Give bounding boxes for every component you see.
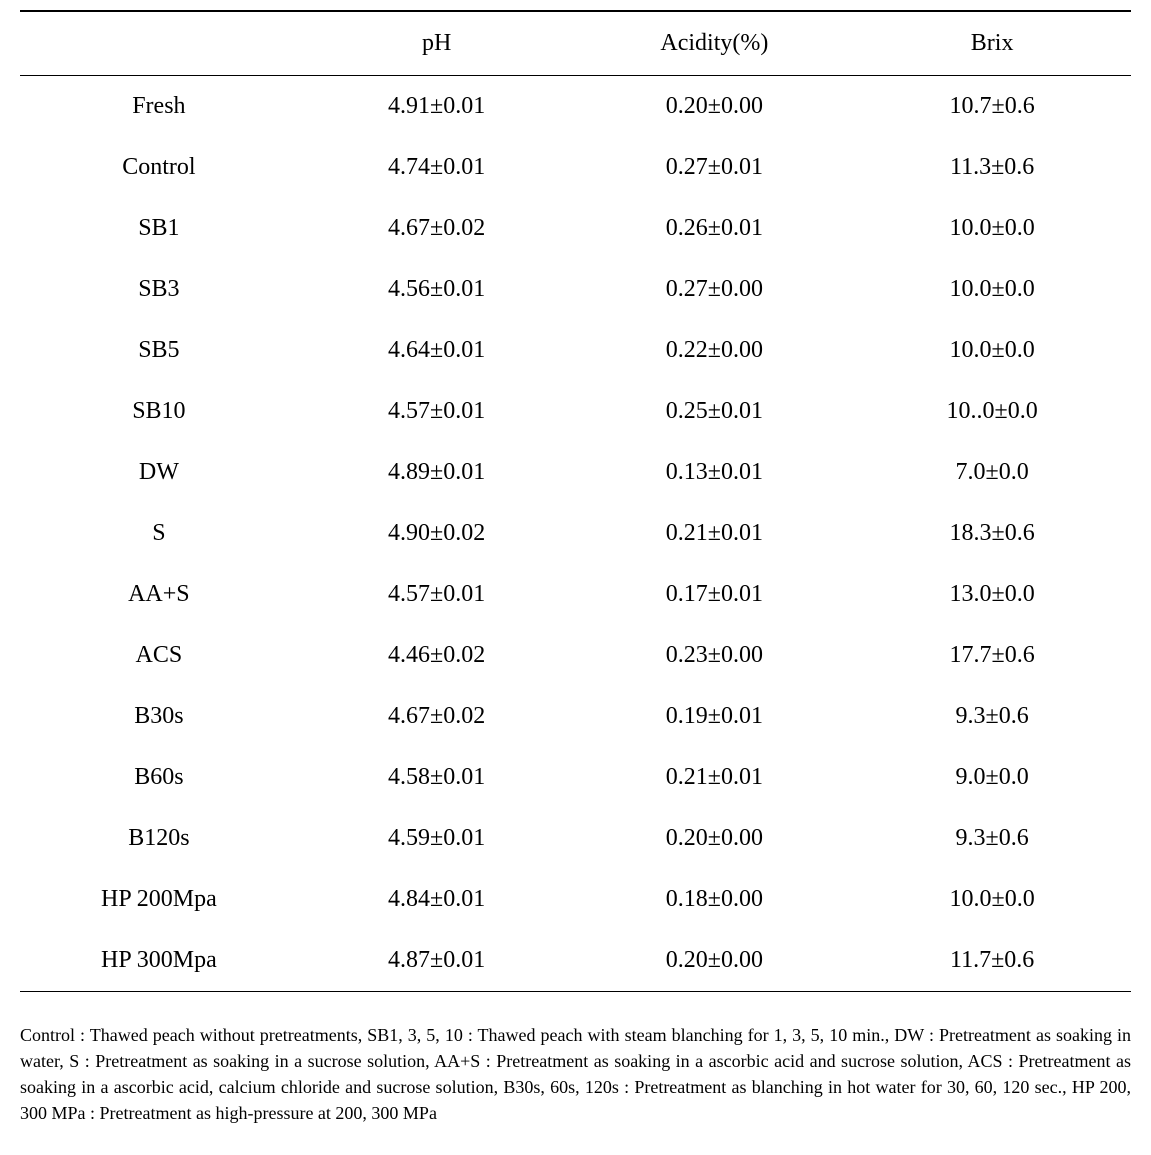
col-header-acidity: Acidity(%) <box>576 11 854 76</box>
cell-brix: 7.0±0.0 <box>853 442 1131 503</box>
cell-ph: 4.91±0.01 <box>298 76 576 138</box>
cell-brix: 10.0±0.0 <box>853 869 1131 930</box>
table-row: B60s 4.58±0.01 0.21±0.01 9.0±0.0 <box>20 747 1131 808</box>
cell-label: SB5 <box>20 320 298 381</box>
cell-acidity: 0.27±0.01 <box>576 137 854 198</box>
cell-ph: 4.67±0.02 <box>298 686 576 747</box>
cell-label: Control <box>20 137 298 198</box>
table-row: B120s 4.59±0.01 0.20±0.00 9.3±0.6 <box>20 808 1131 869</box>
table-row: S 4.90±0.02 0.21±0.01 18.3±0.6 <box>20 503 1131 564</box>
cell-acidity: 0.20±0.00 <box>576 76 854 138</box>
col-header-sample <box>20 11 298 76</box>
table-row: HP 200Mpa 4.84±0.01 0.18±0.00 10.0±0.0 <box>20 869 1131 930</box>
cell-acidity: 0.17±0.01 <box>576 564 854 625</box>
table-row: SB1 4.67±0.02 0.26±0.01 10.0±0.0 <box>20 198 1131 259</box>
cell-acidity: 0.23±0.00 <box>576 625 854 686</box>
cell-label: B120s <box>20 808 298 869</box>
cell-brix: 9.0±0.0 <box>853 747 1131 808</box>
cell-brix: 11.7±0.6 <box>853 930 1131 992</box>
cell-brix: 18.3±0.6 <box>853 503 1131 564</box>
cell-label: HP 300Mpa <box>20 930 298 992</box>
table-row: SB3 4.56±0.01 0.27±0.00 10.0±0.0 <box>20 259 1131 320</box>
col-header-ph: pH <box>298 11 576 76</box>
table-row: Control 4.74±0.01 0.27±0.01 11.3±0.6 <box>20 137 1131 198</box>
cell-label: SB1 <box>20 198 298 259</box>
cell-acidity: 0.25±0.01 <box>576 381 854 442</box>
data-table: pH Acidity(%) Brix Fresh 4.91±0.01 0.20±… <box>20 10 1131 992</box>
cell-acidity: 0.13±0.01 <box>576 442 854 503</box>
cell-brix: 17.7±0.6 <box>853 625 1131 686</box>
table-row: Fresh 4.91±0.01 0.20±0.00 10.7±0.6 <box>20 76 1131 138</box>
cell-ph: 4.67±0.02 <box>298 198 576 259</box>
cell-ph: 4.58±0.01 <box>298 747 576 808</box>
col-header-brix: Brix <box>853 11 1131 76</box>
cell-ph: 4.87±0.01 <box>298 930 576 992</box>
cell-brix: 10.7±0.6 <box>853 76 1131 138</box>
cell-label: SB3 <box>20 259 298 320</box>
cell-ph: 4.56±0.01 <box>298 259 576 320</box>
cell-label: HP 200Mpa <box>20 869 298 930</box>
cell-acidity: 0.20±0.00 <box>576 808 854 869</box>
table-header-row: pH Acidity(%) Brix <box>20 11 1131 76</box>
cell-brix: 10.0±0.0 <box>853 198 1131 259</box>
table-row: AA+S 4.57±0.01 0.17±0.01 13.0±0.0 <box>20 564 1131 625</box>
cell-ph: 4.64±0.01 <box>298 320 576 381</box>
cell-brix: 13.0±0.0 <box>853 564 1131 625</box>
cell-label: Fresh <box>20 76 298 138</box>
cell-brix: 10..0±0.0 <box>853 381 1131 442</box>
cell-ph: 4.90±0.02 <box>298 503 576 564</box>
cell-acidity: 0.19±0.01 <box>576 686 854 747</box>
cell-label: B30s <box>20 686 298 747</box>
cell-brix: 9.3±0.6 <box>853 686 1131 747</box>
cell-acidity: 0.21±0.01 <box>576 503 854 564</box>
cell-brix: 10.0±0.0 <box>853 320 1131 381</box>
table-row: SB5 4.64±0.01 0.22±0.00 10.0±0.0 <box>20 320 1131 381</box>
cell-ph: 4.59±0.01 <box>298 808 576 869</box>
cell-brix: 9.3±0.6 <box>853 808 1131 869</box>
cell-label: ACS <box>20 625 298 686</box>
cell-label: S <box>20 503 298 564</box>
table-footnote: Control : Thawed peach without pretreatm… <box>20 1022 1131 1126</box>
cell-ph: 4.89±0.01 <box>298 442 576 503</box>
cell-label: SB10 <box>20 381 298 442</box>
cell-brix: 10.0±0.0 <box>853 259 1131 320</box>
cell-acidity: 0.22±0.00 <box>576 320 854 381</box>
cell-ph: 4.84±0.01 <box>298 869 576 930</box>
cell-ph: 4.57±0.01 <box>298 381 576 442</box>
cell-acidity: 0.18±0.00 <box>576 869 854 930</box>
table-row: B30s 4.67±0.02 0.19±0.01 9.3±0.6 <box>20 686 1131 747</box>
table-row: HP 300Mpa 4.87±0.01 0.20±0.00 11.7±0.6 <box>20 930 1131 992</box>
cell-acidity: 0.27±0.00 <box>576 259 854 320</box>
cell-acidity: 0.21±0.01 <box>576 747 854 808</box>
table-row: SB10 4.57±0.01 0.25±0.01 10..0±0.0 <box>20 381 1131 442</box>
cell-ph: 4.46±0.02 <box>298 625 576 686</box>
cell-label: B60s <box>20 747 298 808</box>
table-row: ACS 4.46±0.02 0.23±0.00 17.7±0.6 <box>20 625 1131 686</box>
cell-acidity: 0.26±0.01 <box>576 198 854 259</box>
cell-brix: 11.3±0.6 <box>853 137 1131 198</box>
cell-ph: 4.57±0.01 <box>298 564 576 625</box>
table-row: DW 4.89±0.01 0.13±0.01 7.0±0.0 <box>20 442 1131 503</box>
cell-label: DW <box>20 442 298 503</box>
table-body: Fresh 4.91±0.01 0.20±0.00 10.7±0.6 Contr… <box>20 76 1131 992</box>
cell-label: AA+S <box>20 564 298 625</box>
cell-acidity: 0.20±0.00 <box>576 930 854 992</box>
cell-ph: 4.74±0.01 <box>298 137 576 198</box>
